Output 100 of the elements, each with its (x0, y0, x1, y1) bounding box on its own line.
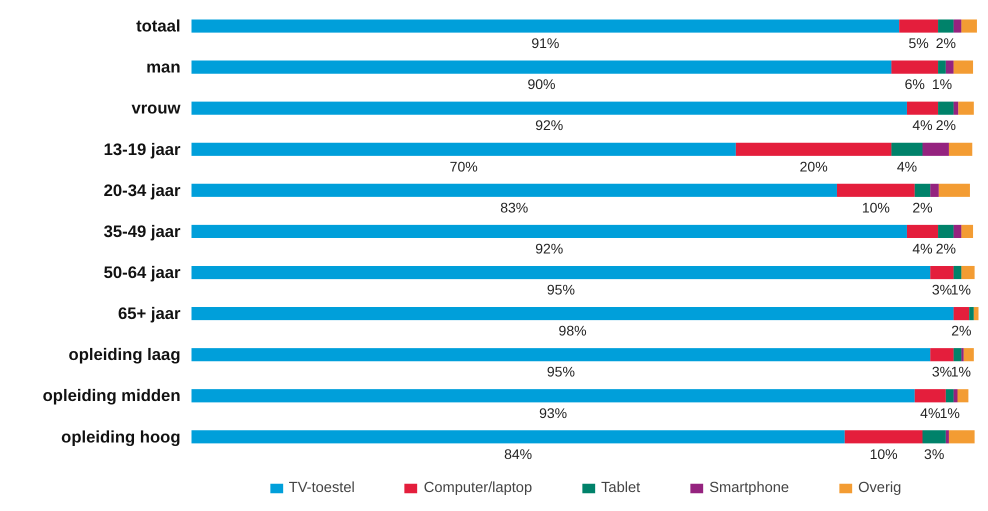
data-label: 4% (896, 158, 918, 174)
data-label: 70% (450, 158, 478, 174)
data-label: 1% (940, 404, 960, 421)
bar (899, 19, 938, 33)
bar (736, 142, 892, 156)
data-label: 1% (932, 76, 952, 92)
bar (954, 224, 962, 238)
y-tick-label: opleiding hoog (61, 427, 180, 446)
y-tick-label: opleiding midden (42, 386, 181, 406)
data-label: 4% (912, 240, 933, 256)
y-tick-label: 13-19 jaar (104, 140, 182, 159)
bar (938, 224, 954, 238)
legend-label: Computer/laptop (424, 480, 532, 496)
bar (836, 184, 915, 197)
bar (192, 60, 892, 74)
data-label: 90% (527, 76, 556, 92)
bar (948, 142, 972, 156)
y-tick-label: vrouw (131, 98, 181, 118)
bar (946, 389, 954, 402)
bar (192, 430, 845, 444)
bar (192, 307, 954, 320)
data-label: 95% (546, 364, 575, 380)
bar (958, 389, 968, 402)
data-label: 6% (904, 76, 925, 92)
bar (946, 60, 954, 74)
data-label: 3% (924, 446, 944, 462)
data-label: 92% (535, 240, 564, 256)
bar (938, 19, 954, 33)
data-label: 3% (932, 282, 952, 298)
bar (192, 184, 837, 197)
y-tick-label: 50-64 jaar (104, 263, 182, 282)
data-label: 20% (800, 158, 828, 174)
bar (891, 60, 938, 74)
bar (914, 184, 930, 197)
bar (891, 142, 923, 156)
bar (954, 348, 962, 362)
legend-label: TV-toestel (288, 480, 355, 496)
y-tick-label: totaal (136, 16, 181, 36)
bar (192, 142, 736, 156)
legend-label: Overig (858, 480, 902, 496)
bar (192, 102, 907, 115)
bar (906, 102, 938, 115)
y-tick-label: opleiding laag (68, 345, 181, 364)
data-label: 98% (558, 322, 587, 339)
bar (958, 102, 974, 115)
bar (192, 348, 930, 362)
bar (954, 389, 958, 402)
bar (961, 266, 975, 280)
data-label: 95% (546, 282, 575, 298)
bar (948, 430, 975, 444)
bar (192, 19, 900, 33)
bar (954, 19, 962, 33)
data-label: 4% (912, 117, 933, 134)
bar (914, 389, 946, 402)
data-label: 2% (912, 199, 933, 216)
data-label: 2% (951, 322, 972, 339)
y-tick-label: 35-49 jaar (104, 222, 182, 241)
bar (974, 307, 978, 320)
data-label: 1% (950, 282, 971, 298)
bar (964, 348, 974, 362)
bar (938, 60, 946, 74)
bar (961, 19, 977, 33)
y-tick-label: man (146, 58, 180, 77)
data-label: 4% (920, 404, 940, 421)
bar (961, 224, 974, 238)
data-label: 84% (504, 446, 532, 462)
bar (922, 142, 949, 156)
legend-label: Tablet (601, 480, 640, 496)
bar (930, 348, 954, 362)
data-label: 92% (535, 117, 564, 134)
data-label: 93% (539, 404, 568, 421)
data-label: 1% (950, 364, 971, 380)
bar (930, 184, 939, 197)
data-label: 2% (936, 35, 956, 52)
bar (969, 307, 974, 320)
bar (946, 430, 949, 444)
bar (954, 307, 970, 320)
bar (922, 430, 946, 444)
data-label: 5% (908, 35, 929, 52)
bar (938, 102, 954, 115)
bar (844, 430, 923, 444)
bar (954, 60, 974, 74)
data-label: 91% (531, 35, 560, 52)
legend-label: Smartphone (709, 480, 790, 496)
data-label: 10% (870, 446, 898, 462)
bar (954, 266, 962, 280)
bar (192, 389, 915, 402)
bar (938, 184, 970, 197)
bar (192, 224, 907, 238)
data-label: 83% (500, 199, 528, 216)
data-label: 3% (932, 364, 952, 380)
bar (906, 224, 938, 238)
bar (954, 102, 958, 115)
y-tick-label: 20-34 jaar (104, 180, 182, 200)
data-label: 2% (936, 117, 956, 134)
bar (192, 266, 930, 280)
data-label: 10% (862, 199, 890, 216)
bar (930, 266, 954, 280)
y-tick-label: 65+ jaar (118, 304, 182, 324)
data-label: 2% (936, 240, 956, 256)
